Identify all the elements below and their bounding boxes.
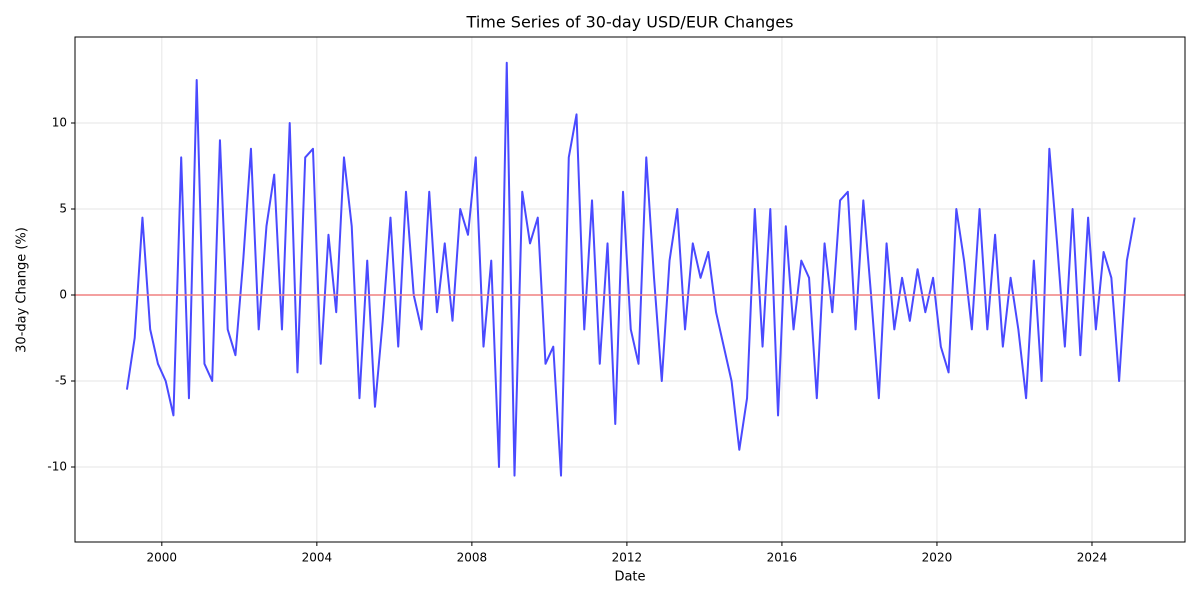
x-tick-label: 2020 — [922, 551, 953, 565]
y-tick-label: -10 — [47, 460, 67, 474]
x-tick-label: 2024 — [1077, 551, 1108, 565]
x-tick-label: 2000 — [147, 551, 178, 565]
data-line — [125, 61, 1136, 477]
x-tick-label: 2012 — [612, 551, 643, 565]
y-tick-label: 5 — [59, 202, 67, 216]
x-tick-label: 2008 — [457, 551, 488, 565]
y-tick-label: 0 — [59, 288, 67, 302]
y-tick-label: 10 — [52, 116, 67, 130]
y-axis-label: 30-day Change (%) — [15, 227, 30, 353]
y-tick-label: -5 — [55, 374, 67, 388]
x-tick-label: 2004 — [302, 551, 333, 565]
chart-title: Time Series of 30-day USD/EUR Changes — [466, 13, 794, 32]
x-tick-label: 2016 — [767, 551, 798, 565]
x-axis-label: Date — [614, 570, 645, 585]
plot-frame — [74, 36, 1186, 543]
